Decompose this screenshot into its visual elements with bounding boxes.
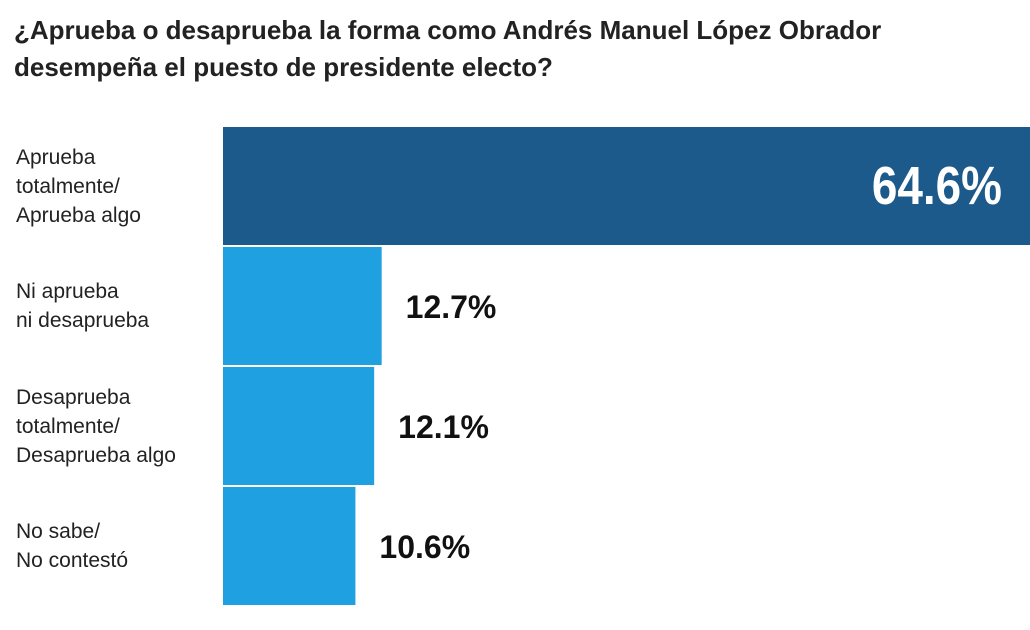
- value-label: 64.6%: [872, 156, 1002, 216]
- chart-title: ¿Aprueba o desaprueba la forma como Andr…: [14, 15, 882, 82]
- value-label: 12.1%: [398, 409, 489, 445]
- category-label: No sabe/ No contestó: [16, 520, 129, 572]
- bar: [223, 487, 356, 605]
- bar: [223, 127, 1030, 245]
- category-label: Desaprueba totalmente/ Desaprueba algo: [16, 385, 176, 467]
- bar: [223, 247, 382, 365]
- bar: [223, 367, 375, 485]
- category-label: Aprueba totalmente/ Aprueba algo: [16, 145, 141, 227]
- value-label: 10.6%: [379, 529, 470, 565]
- category-label: Ni aprueba ni desaprueba: [16, 280, 150, 332]
- value-label: 12.7%: [406, 289, 497, 325]
